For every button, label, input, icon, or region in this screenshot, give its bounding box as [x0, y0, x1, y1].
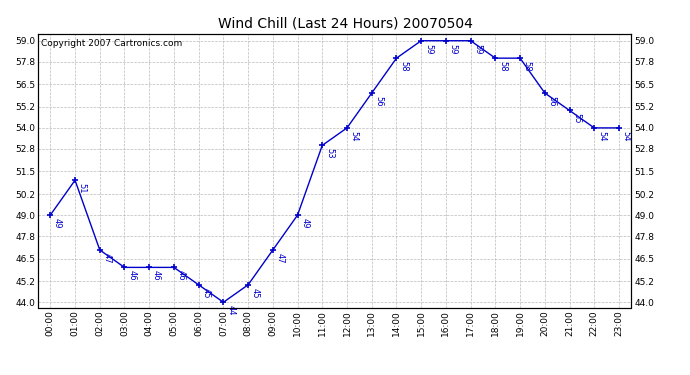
- Text: 58: 58: [400, 61, 408, 72]
- Text: 58: 58: [523, 61, 532, 72]
- Text: 54: 54: [597, 130, 606, 141]
- Text: 46: 46: [127, 270, 136, 281]
- Text: 46: 46: [177, 270, 186, 281]
- Text: 49: 49: [53, 218, 62, 228]
- Text: 45: 45: [201, 288, 210, 298]
- Text: 58: 58: [498, 61, 507, 72]
- Text: 55: 55: [572, 113, 581, 124]
- Text: Copyright 2007 Cartronics.com: Copyright 2007 Cartronics.com: [41, 39, 182, 48]
- Text: 44: 44: [226, 305, 235, 315]
- Text: 59: 59: [473, 44, 482, 54]
- Text: 54: 54: [622, 130, 631, 141]
- Text: 59: 59: [424, 44, 433, 54]
- Text: 47: 47: [103, 253, 112, 263]
- Text: 49: 49: [300, 218, 309, 228]
- Text: 54: 54: [350, 130, 359, 141]
- Text: 56: 56: [548, 96, 557, 106]
- Text: 56: 56: [375, 96, 384, 106]
- Text: 53: 53: [325, 148, 334, 159]
- Text: Wind Chill (Last 24 Hours) 20070504: Wind Chill (Last 24 Hours) 20070504: [217, 17, 473, 31]
- Text: 47: 47: [275, 253, 284, 263]
- Text: 51: 51: [78, 183, 87, 194]
- Text: 46: 46: [152, 270, 161, 281]
- Text: 45: 45: [251, 288, 260, 298]
- Text: 59: 59: [448, 44, 457, 54]
